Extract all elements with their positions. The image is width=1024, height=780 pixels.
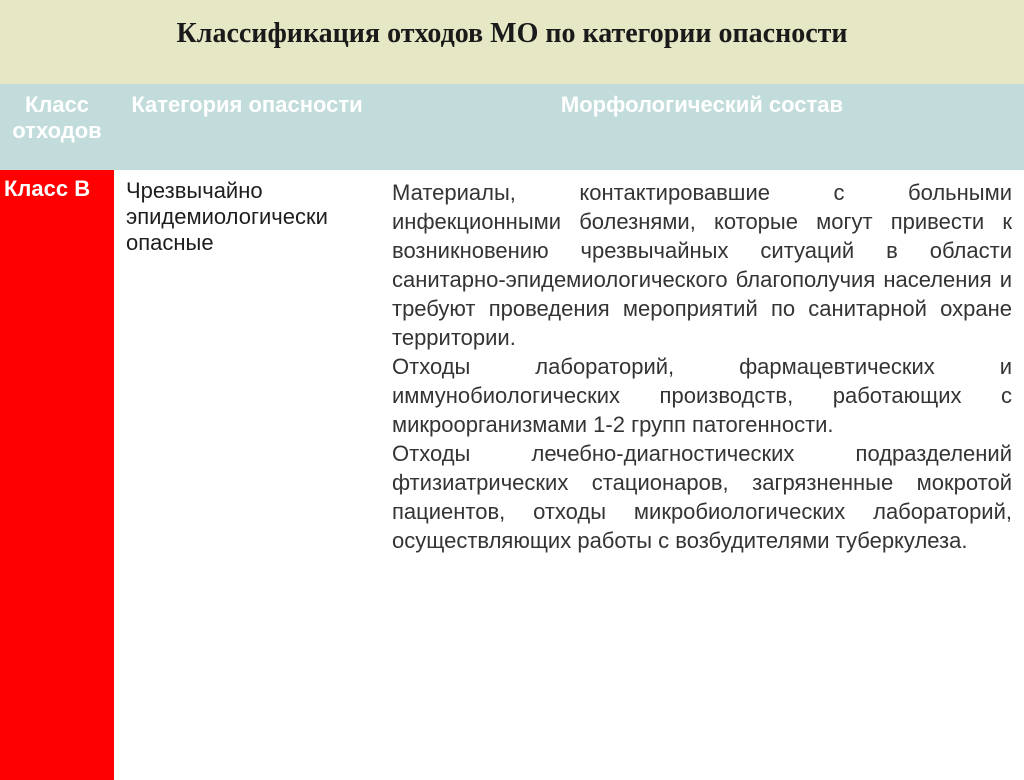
- header-category: Категория опасности: [114, 84, 380, 170]
- header-morphology: Морфологический состав: [380, 84, 1024, 170]
- cell-morphology: Материалы, контактировавшие с больными и…: [380, 170, 1024, 780]
- header-class: Класс отходов: [0, 84, 114, 170]
- cell-class-label: Класс В: [0, 170, 114, 780]
- table-header-row: Класс отходов Категория опасности Морфол…: [0, 84, 1024, 170]
- morphology-paragraph: Материалы, контактировавшие с больными и…: [392, 178, 1012, 352]
- classification-table: Класс отходов Категория опасности Морфол…: [0, 84, 1024, 780]
- slide-container: Классификация отходов МО по категории оп…: [0, 0, 1024, 767]
- slide-title: Классификация отходов МО по категории оп…: [176, 18, 847, 49]
- table-row: Класс В Чрезвычайно эпидемиологически оп…: [0, 170, 1024, 780]
- morphology-paragraph: Отходы лечебно-диагностических подраздел…: [392, 439, 1012, 555]
- morphology-paragraph: Отходы лабораторий, фармацевтических и и…: [392, 352, 1012, 439]
- title-bar: Классификация отходов МО по категории оп…: [0, 0, 1024, 84]
- cell-category-text: Чрезвычайно эпидемиологически опасные: [114, 170, 380, 780]
